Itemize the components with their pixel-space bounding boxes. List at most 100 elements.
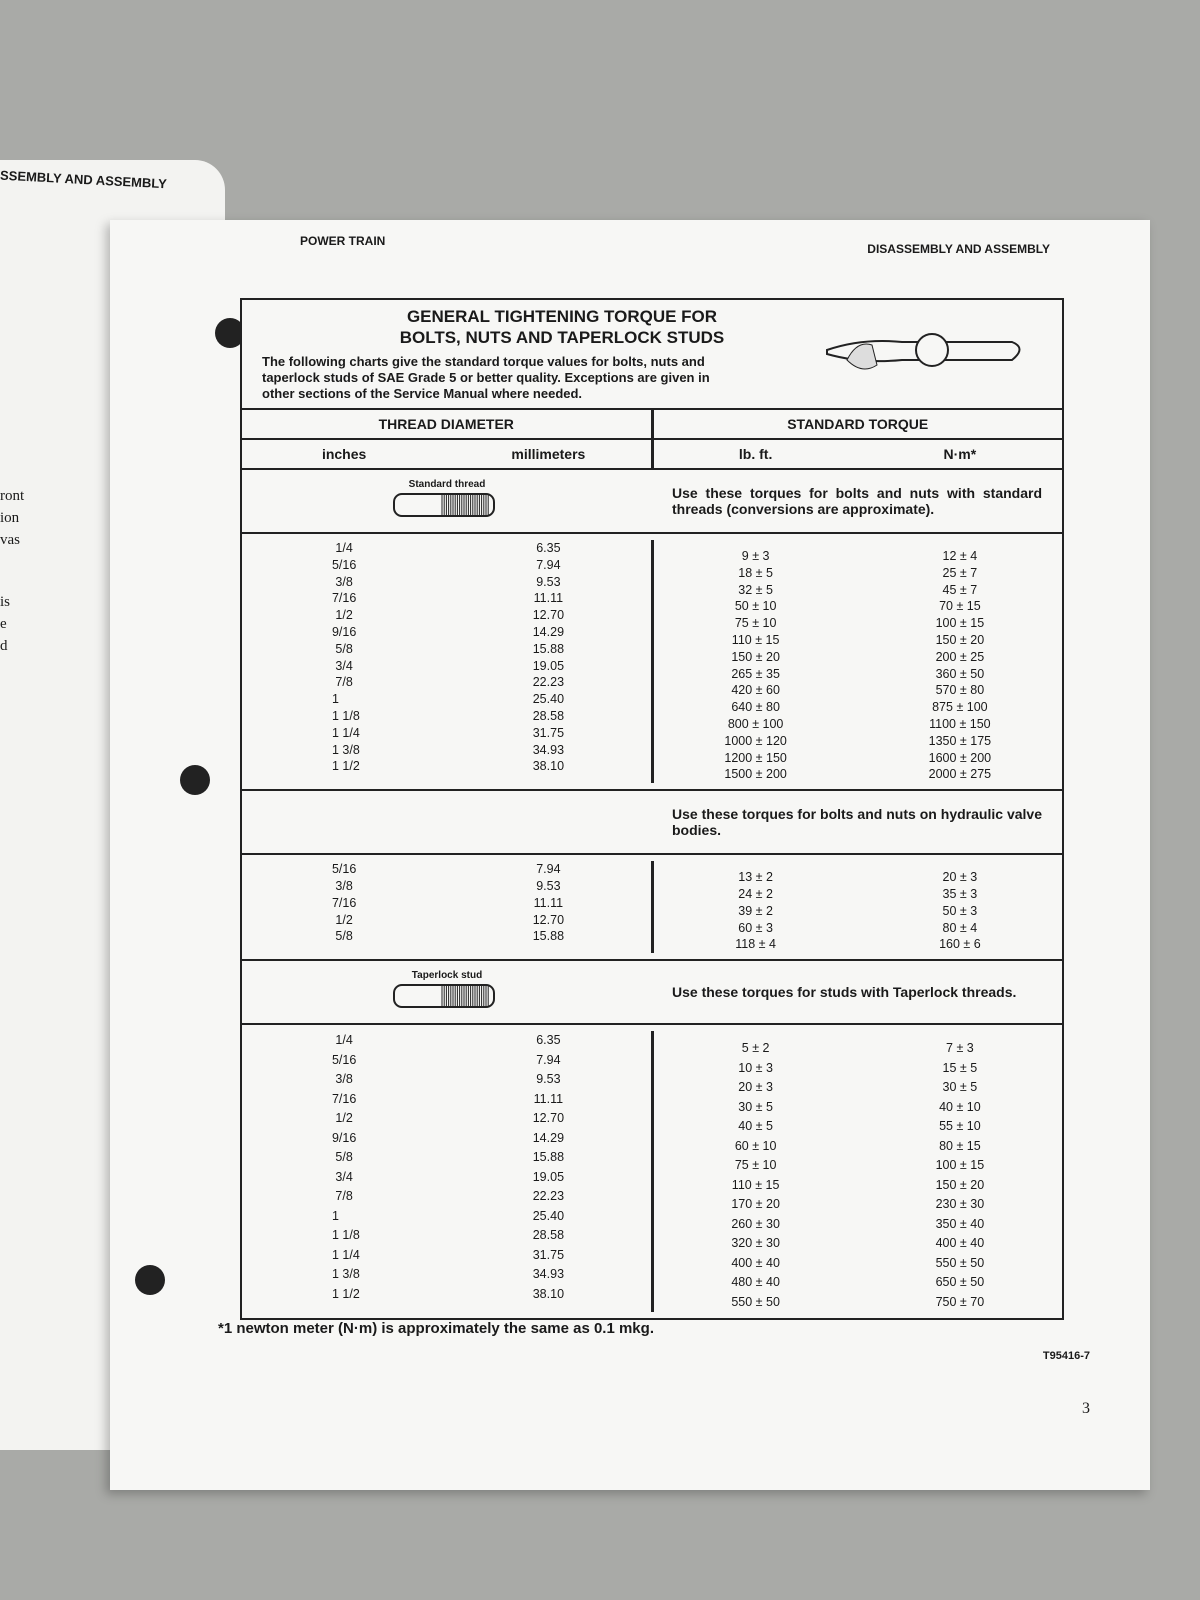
cell: 13 ± 2 — [738, 870, 773, 885]
cell: 19.05 — [532, 658, 565, 673]
cell: 1 1/2 — [332, 1286, 360, 1301]
cell: 55 ± 10 — [939, 1119, 981, 1134]
cell: 15.88 — [532, 1150, 565, 1165]
cell: 5 ± 2 — [741, 1041, 770, 1056]
cell: 34.93 — [532, 742, 565, 757]
table-title: BOLTS, NUTS AND TAPERLOCK STUDS — [399, 328, 725, 347]
cell: 12.70 — [532, 912, 565, 927]
illustration-label: Taperlock stud — [411, 970, 483, 982]
cell: 45 ± 7 — [942, 582, 978, 597]
cell: 640 ± 80 — [731, 700, 780, 715]
column: 5/16 3/8 7/16 1/2 5/8 — [242, 861, 446, 953]
cell: 15.88 — [532, 641, 565, 656]
cell: 12 ± 4 — [942, 549, 978, 563]
cell: 150 ± 20 — [731, 649, 780, 664]
group-header-cell: STANDARD TORQUE — [787, 416, 929, 432]
cell: 1600 ± 200 — [928, 750, 992, 765]
cell: 7/16 — [331, 591, 357, 606]
section-rows: 1/4 5/16 3/8 7/16 1/2 9/16 5/8 3/4 7/8 1 1 1/8 1 1/… — [242, 532, 1062, 789]
cell: 25.40 — [532, 1208, 565, 1223]
cell: 1 1/2 — [332, 759, 360, 774]
cell: 31.75 — [532, 1247, 565, 1262]
cell: 12.70 — [532, 608, 565, 623]
section-note-row: Use these torques for bolts and nuts on … — [242, 789, 1062, 853]
cell: 1/2 — [335, 608, 353, 623]
cell: 28.58 — [532, 708, 565, 723]
cell: 3/8 — [335, 1072, 353, 1087]
cell: 1/2 — [335, 912, 353, 927]
col-group: lb. ft. N·m* — [654, 440, 1063, 468]
cell: 320 ± 30 — [731, 1236, 780, 1251]
section-rows: 1/4 5/16 3/8 7/16 1/2 9/16 5/8 3/4 7/8 1 1 1/8 1 1/… — [242, 1023, 1062, 1318]
section-note: Use these torques for bolts and nuts wit… — [672, 485, 1042, 517]
cell: 1 1/4 — [332, 1247, 360, 1262]
cell: 22.23 — [532, 675, 565, 690]
cell: 875 ± 100 — [932, 700, 988, 715]
cell: 5/16 — [331, 557, 357, 572]
cell: 20 ± 3 — [738, 1080, 773, 1095]
cell: 6.35 — [536, 541, 561, 555]
column: 7.94 9.53 11.11 12.70 15.88 — [446, 861, 654, 954]
cell: 12.70 — [532, 1111, 565, 1126]
column: 6.35 7.94 9.53 11.11 12.70 14.29 15.88 19.05 22.… — [446, 1031, 654, 1313]
cell: 5/8 — [335, 929, 353, 944]
cell: 35 ± 3 — [942, 886, 978, 901]
cell: 550 ± 50 — [731, 1294, 780, 1309]
cell: 34.93 — [532, 1267, 565, 1282]
wrench-illustration — [826, 333, 1021, 370]
cell: 150 ± 20 — [935, 632, 985, 647]
cell: 1 1/8 — [332, 708, 360, 723]
cell: 400 ± 40 — [731, 1255, 780, 1270]
cell: 25 ± 7 — [942, 565, 978, 580]
margin-fragment: vas — [0, 532, 20, 548]
cell: 28.58 — [532, 1228, 565, 1243]
cell: 20 ± 3 — [942, 870, 978, 885]
cell: 265 ± 35 — [731, 666, 780, 681]
cell: 75 ± 10 — [734, 1158, 777, 1173]
margin-text: ront ion vas is e d — [0, 485, 24, 657]
cell: 3/8 — [335, 574, 353, 589]
cell: 18 ± 5 — [738, 565, 773, 580]
cell: 360 ± 50 — [935, 666, 985, 681]
cell: 15 ± 5 — [942, 1060, 978, 1075]
cell: 24 ± 2 — [738, 886, 773, 901]
cell: 1 1/4 — [332, 725, 360, 740]
cell: 1 3/8 — [332, 1267, 360, 1282]
cell: 39 ± 2 — [738, 903, 773, 918]
section-note-row: Taperlock stud Use these torques for stud… — [242, 959, 1062, 1023]
cell: 9.53 — [536, 574, 561, 589]
group-header: THREAD DIAMETER STANDARD TORQUE — [242, 408, 1062, 438]
cell: 7/16 — [331, 1091, 357, 1106]
cell: 40 ± 10 — [939, 1099, 981, 1114]
cell: 9/16 — [331, 624, 357, 639]
cell: 110 ± 15 — [731, 632, 780, 647]
cell: 31.75 — [532, 725, 565, 740]
cell: 1000 ± 120 — [724, 733, 787, 748]
cell: 400 ± 40 — [935, 1236, 985, 1251]
column: 9 ± 3 18 ± 5 32 ± 5 50 ± 10 75 ± 10 110 ± 15 1… — [654, 540, 858, 783]
cell: 60 ± 10 — [734, 1138, 777, 1153]
cell: 350 ± 40 — [935, 1216, 985, 1231]
cell: 1 — [332, 692, 339, 707]
cell: 15.88 — [532, 929, 565, 944]
column: 1/4 5/16 3/8 7/16 1/2 9/16 5/8 3/4 7/8 1 1 1/8 1 1/… — [242, 540, 446, 783]
column: 6.35 7.94 9.53 11.11 12.70 14.29 15.88 19.05 22.… — [446, 540, 654, 784]
cell: 60 ± 3 — [738, 920, 773, 935]
group-header-cell: THREAD DIAMETER — [242, 410, 654, 438]
left-header: SSEMBLY AND ASSEMBLY — [0, 167, 168, 192]
cell: 9.53 — [536, 878, 561, 893]
cell: 7.94 — [536, 862, 561, 877]
cell: 3/4 — [335, 1169, 353, 1184]
cell: 7.94 — [536, 1052, 561, 1067]
sections: Standard thread Use these torques for bol… — [242, 468, 1062, 1318]
cell: 7 ± 3 — [946, 1041, 974, 1056]
cell: 50 ± 3 — [942, 903, 978, 918]
page-number: 3 — [1082, 1400, 1090, 1417]
cell: 7/8 — [335, 675, 353, 690]
margin-fragment: d — [0, 638, 8, 654]
cell: 30 ± 5 — [738, 1099, 773, 1114]
table-title: GENERAL TIGHTENING TORQUE FOR — [406, 307, 718, 326]
cell: 100 ± 15 — [935, 616, 985, 631]
cell: 2000 ± 275 — [928, 767, 992, 782]
